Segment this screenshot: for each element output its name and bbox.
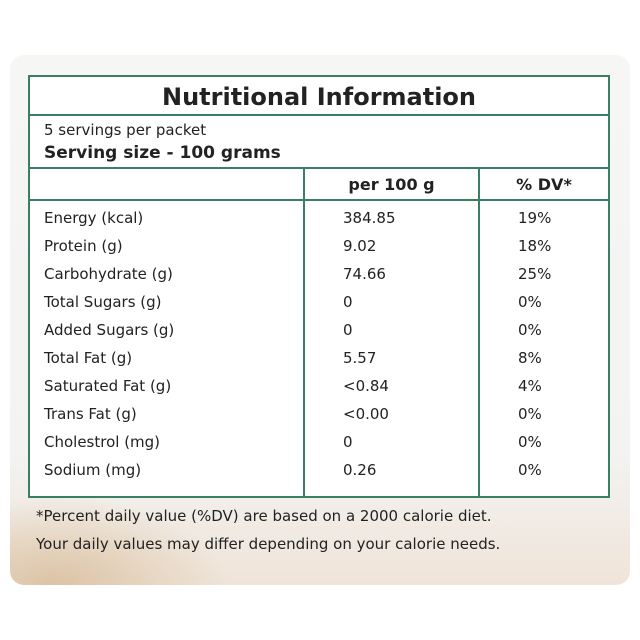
nutrient-name: Saturated Fat (g) [44, 377, 172, 395]
nutrient-name: Total Sugars (g) [44, 293, 162, 311]
daily-value: 4% [518, 377, 542, 395]
amount: 9.02 [343, 237, 377, 255]
amount: 0.26 [343, 461, 377, 479]
amount: <0.00 [343, 405, 389, 423]
daily-value: 25% [518, 265, 552, 283]
nutrient-name: Sodium (mg) [44, 461, 142, 479]
amount: <0.84 [343, 377, 389, 395]
header-cell: % DV* [516, 175, 572, 194]
amount: 0 [343, 293, 353, 311]
amount: 0 [343, 321, 353, 339]
amount: 384.85 [343, 209, 396, 227]
amount: 0 [343, 433, 353, 451]
column-divider [303, 167, 305, 496]
nutrient-name: Carbohydrate (g) [44, 265, 173, 283]
daily-value: 0% [518, 405, 542, 423]
divider [30, 199, 608, 201]
nutrient-name: Total Fat (g) [44, 349, 133, 367]
nutrient-name: Protein (g) [44, 237, 123, 255]
footnote: Your daily values may differ depending o… [36, 535, 501, 553]
amount: 74.66 [343, 265, 386, 283]
nutrient-name: Cholestrol (mg) [44, 433, 161, 451]
title: Nutritional Information [161, 83, 476, 111]
daily-value: 0% [518, 293, 542, 311]
daily-value: 0% [518, 433, 542, 451]
nutrient-name: Trans Fat (g) [44, 405, 137, 423]
serving-size: Serving size - 100 grams [44, 143, 281, 163]
daily-value: 19% [518, 209, 552, 227]
nutrient-name: Energy (kcal) [44, 209, 144, 227]
nutrition-table: Nutritional Information 5 servings per p… [28, 75, 610, 498]
header-cell: per 100 g [348, 175, 435, 194]
amount: 5.57 [343, 349, 377, 367]
column-divider [478, 167, 480, 496]
divider [30, 167, 608, 169]
nutrient-name: Added Sugars (g) [44, 321, 175, 339]
footnote: *Percent daily value (%DV) are based on … [36, 507, 492, 525]
daily-value: 18% [518, 237, 552, 255]
servings: 5 servings per packet [44, 121, 207, 139]
divider [30, 114, 608, 116]
daily-value: 0% [518, 321, 542, 339]
daily-value: 0% [518, 461, 542, 479]
daily-value: 8% [518, 349, 542, 367]
